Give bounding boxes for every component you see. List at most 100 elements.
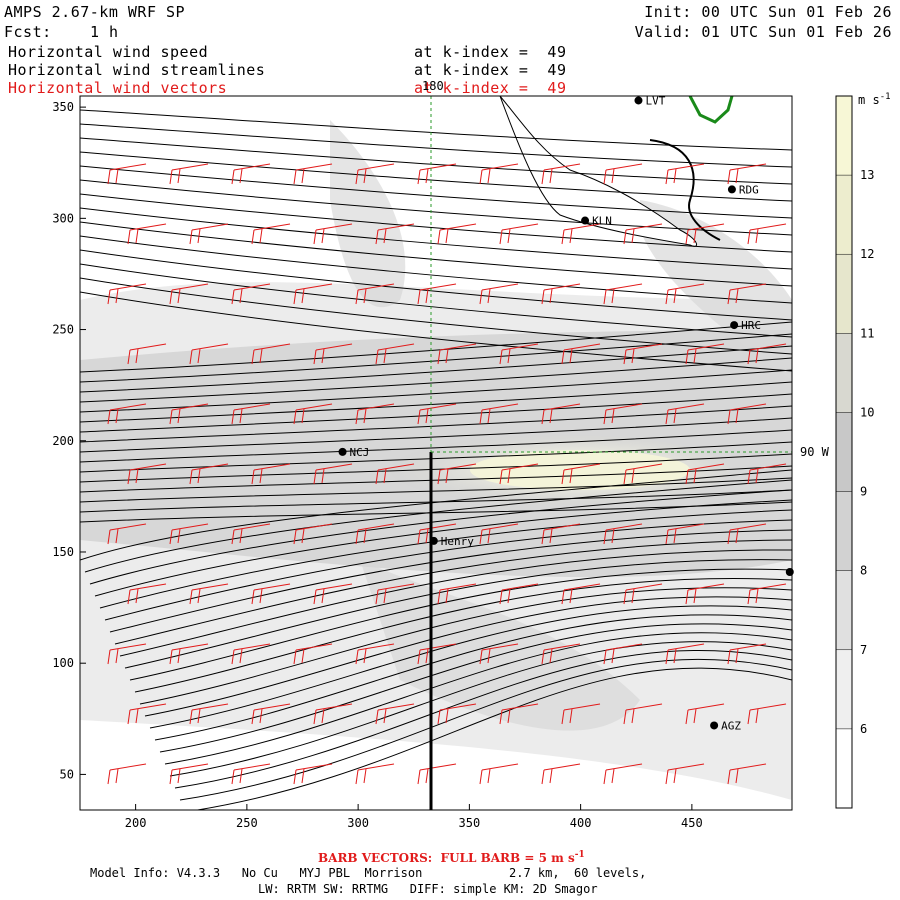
streamline: [80, 405, 792, 443]
streamline: [80, 441, 792, 473]
wind-barb: [685, 223, 725, 245]
barb-legend-exponent: -1: [574, 850, 585, 860]
wind-barb: [189, 343, 229, 365]
streamline: [94, 499, 792, 597]
station-marker: [338, 447, 347, 456]
colorbar-band: [836, 333, 852, 413]
wind-barb: [747, 583, 787, 605]
wind-barb: [603, 403, 643, 425]
streamline: [119, 549, 792, 657]
streamline: [179, 658, 792, 801]
wind-barb: [685, 463, 725, 485]
wind-barb: [727, 523, 767, 545]
wind-barb: [727, 403, 767, 425]
wind-barb: [479, 403, 519, 425]
wind-barb: [127, 223, 167, 245]
wind-barb: [623, 343, 663, 365]
station-marker: [727, 185, 736, 194]
y-tick-label: 250: [52, 323, 74, 337]
wind-barb: [251, 463, 291, 485]
wind-barb: [727, 163, 767, 185]
streamline: [80, 477, 792, 503]
wind-barb: [623, 583, 663, 605]
wind-barb: [603, 283, 643, 305]
wind-barb: [375, 703, 415, 725]
plot-frame: [79, 95, 793, 811]
wind-barb: [293, 403, 333, 425]
wind-barb: [355, 643, 395, 665]
wind-barb: [541, 523, 581, 545]
wind-barb: [417, 163, 457, 185]
wind-barb: [437, 223, 477, 245]
wind-barb: [541, 643, 581, 665]
streamline: [80, 165, 792, 219]
green-coast: [688, 96, 734, 124]
wind-barb: [169, 763, 209, 785]
colorbar-band: [836, 175, 852, 255]
wind-barb: [685, 583, 725, 605]
wind-barb: [127, 583, 167, 605]
model-info: Model Info: V4.3.3 No Cu MYJ PBL Morriso…: [90, 866, 647, 880]
wind-barb: [479, 163, 519, 185]
x-tick-label: 300: [347, 816, 369, 830]
wind-barb: [541, 283, 581, 305]
streamline: [84, 479, 792, 573]
wind-barb: [603, 163, 643, 185]
wind-barb: [499, 463, 539, 485]
parallel-label: 90 W: [800, 445, 830, 459]
streamline: [193, 667, 792, 810]
colorbar-label: 8: [860, 564, 867, 578]
colorbar-label: 13: [860, 168, 874, 182]
streamline: [80, 453, 792, 483]
wind-barb: [417, 763, 457, 785]
station-label: HRC: [741, 319, 761, 332]
wind-barb: [665, 283, 705, 305]
forecast-hour: 1 h: [90, 23, 119, 41]
streamline: [80, 207, 792, 270]
wind-barb: [293, 283, 333, 305]
streamline: [80, 357, 792, 403]
streamline: [169, 641, 792, 777]
streamline: [80, 345, 792, 393]
wind-barb: [727, 643, 767, 665]
x-tick-label: 200: [125, 816, 147, 830]
station-marker: [429, 536, 438, 545]
wind-barb: [189, 223, 229, 245]
wind-barb: [561, 583, 601, 605]
wind-barb: [727, 763, 767, 785]
wind-barb: [107, 283, 147, 305]
station-marker: [785, 568, 794, 576]
wind-barb: [603, 643, 643, 665]
wind-barb: [169, 523, 209, 545]
colorbar-band: [836, 254, 852, 334]
field-streamlines: Horizontal wind streamlines: [8, 61, 266, 79]
colorbar-label: 7: [860, 643, 867, 657]
wind-barb: [623, 463, 663, 485]
wind-barb: [561, 223, 601, 245]
streamline: [80, 249, 792, 321]
streamline: [80, 123, 792, 168]
barb-legend-text: BARB VECTORS: FULL BARB = 5 m s: [318, 851, 575, 865]
wind-barb: [665, 643, 705, 665]
wind-barb: [107, 523, 147, 545]
wind-barb: [293, 523, 333, 545]
colorbar-unit: m s-1: [858, 92, 891, 107]
wind-barb: [375, 463, 415, 485]
colorbar-label: 11: [860, 326, 874, 340]
wind-barb: [313, 343, 353, 365]
wind-barb: [499, 343, 539, 365]
wind-barb: [107, 163, 147, 185]
streamline: [80, 465, 792, 493]
barb-vector-legend: BARB VECTORS: FULL BARB = 5 m s-1: [318, 850, 585, 865]
wind-barb: [189, 463, 229, 485]
colorbar-label: 10: [860, 405, 874, 419]
wind-barb: [107, 403, 147, 425]
wind-barb: [603, 523, 643, 545]
wind-barb: [231, 643, 271, 665]
streamline: [104, 519, 792, 621]
wind-barbs: [107, 163, 787, 785]
field-streamlines-level: at k-index = 49: [414, 61, 567, 79]
valid-time: Valid: 01 UTC Sun 01 Feb 26: [634, 23, 892, 41]
streamline: [129, 568, 792, 681]
